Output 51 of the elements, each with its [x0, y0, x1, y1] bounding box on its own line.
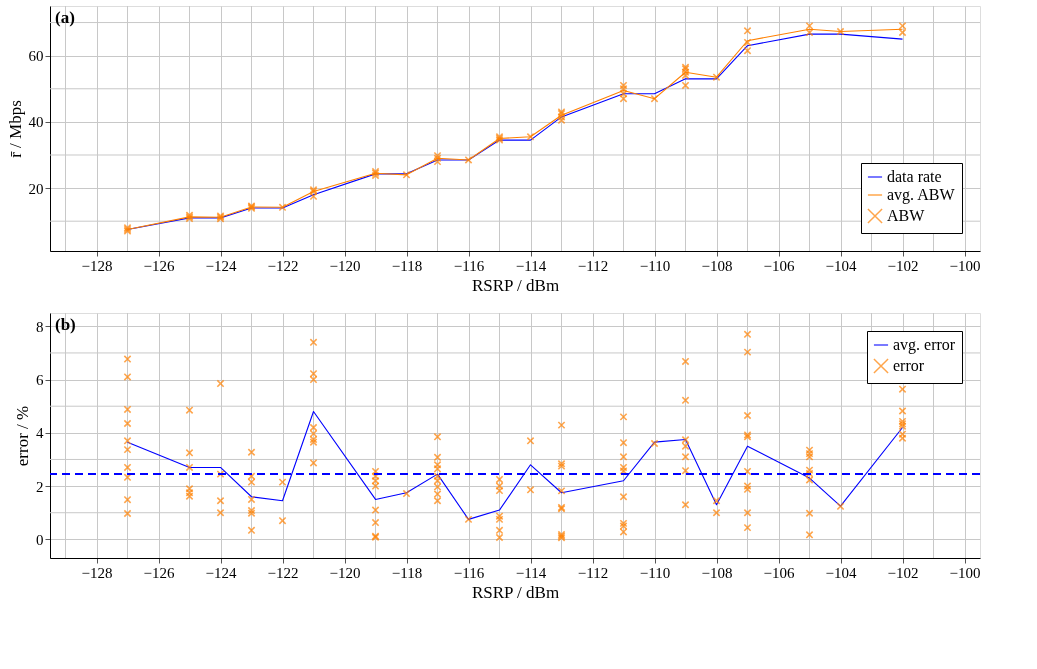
x-tick-label: −118 [391, 564, 423, 581]
x-tick-label: −114 [515, 564, 547, 581]
x-tick-label: −100 [949, 564, 981, 581]
x-axis-title: RSRP / dBm [471, 582, 560, 602]
y-tick-label: 60 [28, 48, 44, 65]
y-axis-title: error / % [13, 405, 32, 467]
x-tick-label: −102 [887, 564, 919, 581]
y-tick-label: 2 [36, 478, 44, 495]
legend-label: error [893, 357, 925, 374]
legend-label: avg. error [893, 336, 956, 354]
x-tick-label: −104 [825, 257, 857, 274]
annotation: (a) [55, 8, 75, 27]
y-tick-label: 40 [28, 114, 44, 131]
x-tick-label: −122 [267, 257, 299, 274]
y-tick-label: 20 [28, 180, 44, 197]
x-tick-label: −116 [453, 564, 485, 581]
x-tick-label: −106 [763, 257, 795, 274]
x-tick-label: −110 [639, 564, 671, 581]
x-tick-label: −120 [329, 257, 361, 274]
x-tick-label: −116 [453, 257, 485, 274]
x-tick-label: −124 [205, 564, 237, 581]
x-tick-label: −106 [763, 564, 795, 581]
x-tick-label: −110 [639, 257, 671, 274]
y-axis-title: r̄ / Mbps [5, 100, 25, 158]
point [836, 27, 845, 36]
x-tick-label: −124 [205, 257, 237, 274]
x-tick-label: −128 [81, 564, 113, 581]
legend-label: data rate [887, 168, 942, 185]
x-tick-label: −128 [81, 257, 113, 274]
x-tick-label: −100 [949, 257, 981, 274]
x-tick-label: −114 [515, 257, 547, 274]
x-axis-title: RSRP / dBm [471, 275, 560, 295]
legend-label: avg. ABW [887, 186, 956, 204]
point [681, 81, 690, 90]
x-tick-label: −126 [143, 257, 175, 274]
y-tick-label: 4 [36, 425, 44, 442]
annotation: (b) [55, 315, 76, 334]
x-tick-label: −122 [267, 564, 299, 581]
x-tick-label: −120 [329, 564, 361, 581]
x-tick-label: −104 [825, 564, 857, 581]
x-tick-label: −108 [701, 564, 733, 581]
x-tick-label: −112 [577, 564, 609, 581]
y-tick-label: 6 [36, 372, 44, 389]
legend-label: ABW [887, 207, 926, 224]
y-tick-label: 0 [36, 531, 44, 548]
x-tick-label: −126 [143, 564, 175, 581]
x-tick-label: −112 [577, 257, 609, 274]
x-tick-label: −102 [887, 257, 919, 274]
y-tick-label: 8 [36, 318, 44, 335]
x-tick-label: −118 [391, 257, 423, 274]
x-tick-label: −108 [701, 257, 733, 274]
